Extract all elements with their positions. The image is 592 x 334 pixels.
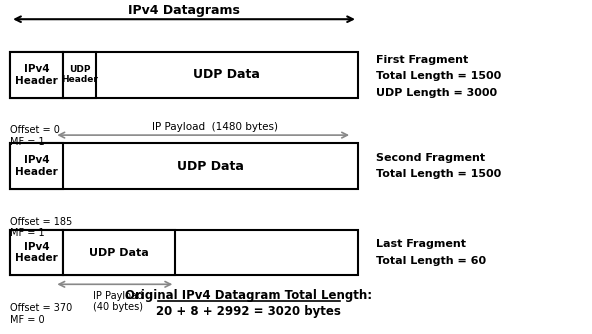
Text: UDP Data: UDP Data (177, 160, 244, 173)
FancyBboxPatch shape (63, 52, 96, 98)
Text: Original IPv4 Datagram Total Length:: Original IPv4 Datagram Total Length: (126, 289, 372, 302)
Text: IPv4 Datagrams: IPv4 Datagrams (128, 4, 240, 17)
Text: Last Fragment: Last Fragment (375, 239, 465, 249)
Text: Total Length = 1500: Total Length = 1500 (375, 169, 501, 179)
Text: IPv4
Header: IPv4 Header (15, 64, 58, 86)
Text: UDP
Header: UDP Header (61, 65, 98, 85)
FancyBboxPatch shape (10, 143, 358, 189)
FancyBboxPatch shape (10, 52, 63, 98)
Text: Offset = 370
MF = 0: Offset = 370 MF = 0 (10, 303, 72, 325)
Text: Total Length = 60: Total Length = 60 (375, 256, 485, 266)
Text: Offset = 185
MF = 1: Offset = 185 MF = 1 (10, 217, 72, 238)
Text: IP Payload
(40 bytes): IP Payload (40 bytes) (93, 291, 143, 312)
Text: IP Payload  (1480 bytes): IP Payload (1480 bytes) (152, 122, 278, 132)
Text: Second Fragment: Second Fragment (375, 153, 485, 163)
Text: 20 + 8 + 2992 = 3020 bytes: 20 + 8 + 2992 = 3020 bytes (156, 305, 342, 318)
Text: IPv4
Header: IPv4 Header (15, 242, 58, 264)
FancyBboxPatch shape (10, 230, 63, 276)
Text: Offset = 0
MF = 1: Offset = 0 MF = 1 (10, 125, 60, 147)
Text: UDP Length = 3000: UDP Length = 3000 (375, 88, 497, 98)
Text: UDP Data: UDP Data (89, 247, 149, 258)
FancyBboxPatch shape (63, 230, 175, 276)
FancyBboxPatch shape (10, 143, 63, 189)
Text: IPv4
Header: IPv4 Header (15, 155, 58, 177)
Text: UDP Data: UDP Data (194, 68, 260, 81)
FancyBboxPatch shape (10, 230, 358, 276)
Text: First Fragment: First Fragment (375, 55, 468, 65)
Text: Total Length = 1500: Total Length = 1500 (375, 71, 501, 81)
FancyBboxPatch shape (10, 52, 358, 98)
